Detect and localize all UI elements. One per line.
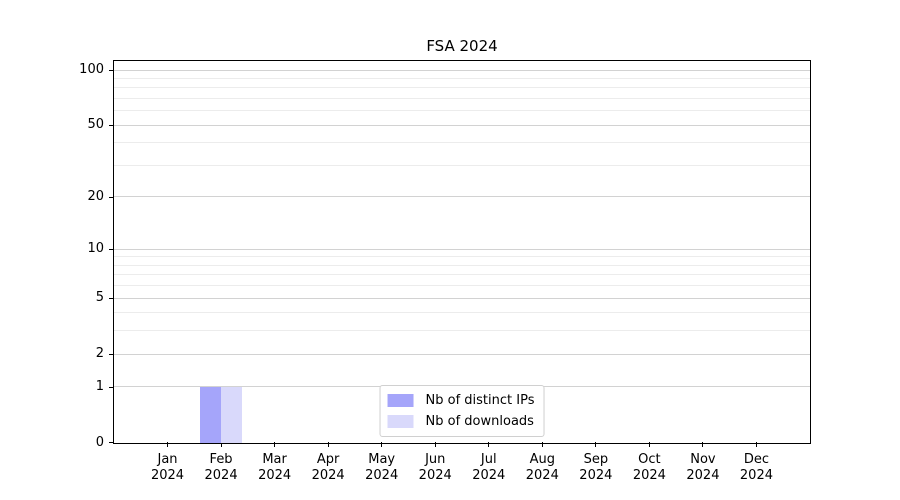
bar-nb-of-downloads: [221, 386, 243, 443]
legend-item-downloads: Nb of downloads: [387, 413, 535, 430]
x-tick-month: Jun: [425, 452, 446, 467]
y-tick-mark: [109, 354, 114, 356]
minor-gridline: [114, 97, 810, 99]
x-tick-month: Dec: [743, 452, 770, 467]
legend-label-downloads: Nb of downloads: [425, 414, 534, 429]
chart-title: FSA 2024: [426, 37, 498, 55]
x-tick-year: 2024: [525, 468, 559, 483]
y-axis-labels: 0 1 2 5 10 20 50 100: [0, 60, 104, 450]
y-tick-mark: [109, 249, 114, 251]
x-tick-label: Jul 2024: [454, 452, 524, 484]
legend-swatch-distinct-ips-icon: [387, 394, 414, 407]
x-tick-label: Apr 2024: [293, 452, 363, 484]
x-tick-month: Mar: [262, 452, 287, 467]
plot-area: Nb of distinct IPs Nb of downloads: [109, 60, 811, 447]
minor-gridline: [114, 164, 810, 166]
minor-gridline: [114, 256, 810, 258]
major-gridline: [114, 124, 810, 126]
x-tick-year: 2024: [365, 468, 399, 483]
minor-gridline: [114, 285, 810, 287]
minor-gridline: [114, 87, 810, 89]
x-tick-mark: [274, 442, 276, 447]
x-tick-mark: [381, 442, 383, 447]
x-tick-mark: [755, 442, 757, 447]
x-tick-mark: [541, 442, 543, 447]
y-tick-label: 20: [87, 188, 104, 204]
x-tick-mark: [648, 442, 650, 447]
x-tick-month: Oct: [638, 452, 661, 467]
x-tick-label: May 2024: [347, 452, 417, 484]
y-tick-mark: [109, 196, 114, 198]
minor-gridline: [114, 142, 810, 144]
bar-nb-of-distinct-ips: [199, 386, 222, 443]
tickmark-layer: [109, 61, 810, 447]
y-tick-label: 50: [87, 117, 104, 133]
minor-gridline: [114, 77, 810, 79]
x-tick-month: Feb: [209, 452, 233, 467]
major-gridline: [114, 196, 810, 198]
x-tick-label: Sep 2024: [561, 452, 631, 484]
x-axis-labels: Jan 2024 Feb 2024 Mar 2024 Apr 2024 May 2024 Jun 20…: [114, 452, 810, 492]
minor-gridline: [114, 110, 810, 112]
x-tick-label: Mar 2024: [240, 452, 310, 484]
x-tick-label: Oct 2024: [614, 452, 684, 484]
x-tick-year: 2024: [258, 468, 292, 483]
x-tick-month: May: [368, 452, 396, 467]
x-tick-label: Jan 2024: [133, 452, 203, 484]
x-tick-mark: [595, 442, 597, 447]
x-tick-mark: [488, 442, 490, 447]
x-tick-month: Apr: [316, 452, 340, 467]
legend-label-distinct-ips: Nb of distinct IPs: [425, 393, 535, 408]
y-tick-label: 100: [79, 62, 104, 77]
y-tick-mark: [109, 442, 114, 443]
x-tick-year: 2024: [150, 468, 185, 483]
y-tick-label: 1: [95, 378, 104, 394]
x-tick-label: Nov 2024: [668, 452, 738, 484]
x-tick-year: 2024: [739, 468, 773, 483]
minor-gridline: [114, 264, 810, 266]
minor-gridline: [114, 312, 810, 314]
y-tick-mark: [109, 70, 114, 71]
x-tick-year: 2024: [632, 468, 666, 483]
legend-swatch-downloads-icon: [387, 415, 414, 428]
x-tick-month: Nov: [690, 452, 716, 467]
x-tick-year: 2024: [686, 468, 720, 483]
y-tick-label: 2: [95, 346, 104, 362]
y-tick-mark: [109, 386, 114, 388]
x-tick-year: 2024: [579, 468, 613, 483]
x-tick-label: Dec 2024: [721, 452, 791, 484]
y-tick-label: 0: [95, 435, 104, 450]
minor-gridline: [114, 330, 810, 332]
major-gridline: [114, 69, 810, 71]
x-tick-mark: [702, 442, 704, 447]
x-tick-year: 2024: [472, 468, 506, 483]
x-tick-label: Feb 2024: [186, 452, 256, 484]
y-tick-mark: [109, 298, 114, 300]
x-tick-month: Jan: [157, 452, 178, 467]
x-tick-mark: [220, 442, 222, 447]
legend: Nb of distinct IPs Nb of downloads: [379, 385, 545, 437]
major-gridline: [114, 353, 810, 355]
major-gridline: [114, 248, 810, 250]
major-gridline: [114, 297, 810, 299]
y-tick-label: 10: [87, 241, 104, 257]
x-tick-mark: [434, 442, 436, 447]
bar-layer: [114, 61, 810, 443]
x-tick-label: Aug 2024: [507, 452, 577, 484]
y-tick-label: 5: [95, 290, 104, 306]
x-tick-year: 2024: [311, 468, 345, 483]
x-tick-month: Sep: [583, 452, 609, 467]
y-tick-mark: [109, 125, 114, 127]
x-tick-year: 2024: [418, 468, 452, 483]
x-tick-mark: [167, 442, 169, 447]
legend-item-distinct-ips: Nb of distinct IPs: [387, 392, 535, 409]
x-tick-month: Jul: [480, 452, 497, 467]
x-tick-label: Jun 2024: [400, 452, 470, 484]
x-tick-year: 2024: [204, 468, 238, 483]
minor-gridline: [114, 274, 810, 276]
x-tick-mark: [327, 442, 329, 447]
x-tick-month: Aug: [529, 452, 555, 467]
